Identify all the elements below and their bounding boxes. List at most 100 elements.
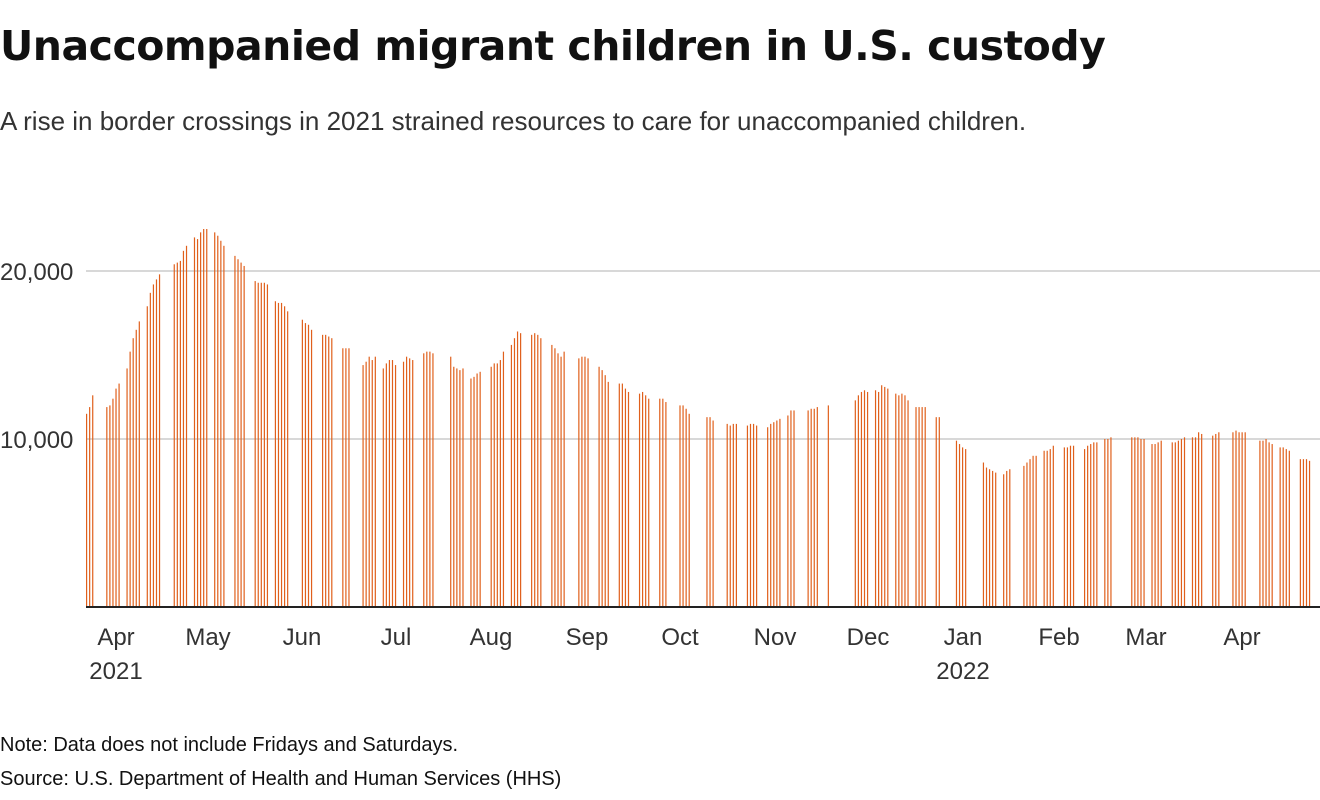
bar [904, 395, 906, 607]
bar [263, 282, 265, 607]
bar [531, 334, 533, 607]
bar [493, 363, 495, 607]
bar [863, 390, 866, 607]
bar [881, 385, 883, 607]
bar [1009, 469, 1011, 607]
bar [490, 366, 492, 607]
bar [502, 351, 505, 607]
bar [901, 393, 903, 607]
bar [642, 391, 644, 607]
bar [185, 245, 188, 608]
bar [456, 368, 458, 607]
bar [712, 420, 714, 607]
bar [1171, 442, 1173, 607]
bar [155, 279, 158, 607]
bar [752, 423, 755, 607]
bar [1134, 437, 1136, 607]
bar [1104, 439, 1106, 607]
bar [520, 333, 522, 607]
bar [1026, 462, 1028, 607]
bar [260, 282, 262, 607]
bar [284, 306, 286, 607]
bar [146, 306, 148, 607]
bar [132, 338, 134, 607]
bar [1268, 442, 1270, 607]
bar [473, 376, 475, 607]
bar [257, 282, 259, 607]
bar [726, 423, 728, 607]
bar [1285, 449, 1287, 607]
bar [206, 229, 208, 607]
bar [243, 265, 245, 607]
bar [988, 469, 991, 607]
bar [895, 393, 897, 607]
bar [1212, 435, 1214, 607]
bar [274, 301, 277, 607]
bar [220, 240, 222, 607]
bar [706, 417, 708, 607]
bar [374, 356, 376, 607]
bar [1177, 440, 1179, 607]
bar [662, 398, 664, 607]
bar [1140, 439, 1142, 607]
bar [345, 348, 347, 607]
bar [1035, 455, 1037, 607]
bar [479, 371, 481, 607]
bar [1215, 433, 1217, 607]
bar [129, 351, 131, 607]
bar [1262, 440, 1264, 607]
bar [1244, 432, 1246, 607]
bar [1131, 437, 1133, 607]
bar [560, 356, 562, 607]
bar [217, 235, 219, 607]
bar [432, 353, 434, 607]
bar [450, 356, 452, 607]
bar [787, 415, 789, 607]
bar [1305, 459, 1308, 607]
bar [307, 324, 310, 607]
bar [898, 395, 900, 607]
bar [368, 356, 370, 607]
bar [1198, 432, 1200, 607]
bar [1191, 437, 1194, 607]
bar [516, 331, 519, 607]
bar [866, 391, 869, 607]
bar [385, 363, 387, 607]
bar [453, 366, 455, 607]
bar [1160, 440, 1162, 607]
bar [277, 302, 280, 607]
bar [1154, 444, 1156, 607]
bar [746, 425, 749, 607]
bar-chart: 10,000 20,000 Apr 2021 May Jun Jul Aug Sep Oct Nov… [0, 229, 1320, 685]
bar [426, 351, 428, 607]
chart-title: Unaccompanied migrant children in U.S. c… [0, 22, 1106, 70]
bar [884, 386, 886, 607]
bar [965, 449, 967, 607]
bar [645, 395, 647, 607]
bar [1093, 442, 1095, 607]
bar [679, 405, 681, 607]
bar [429, 351, 431, 607]
bar [773, 422, 775, 607]
bar [1023, 465, 1025, 607]
bar [1063, 447, 1065, 607]
bar [149, 292, 151, 607]
bar [534, 333, 536, 607]
x-tick-label: Aug [470, 624, 513, 651]
chart-subtitle: A rise in border crossings in 2021 strai… [0, 106, 1027, 136]
bar [601, 370, 603, 607]
bar [1052, 445, 1054, 607]
bar [915, 407, 917, 607]
bar [1282, 447, 1284, 607]
bar [581, 356, 583, 607]
bar [584, 356, 586, 607]
bar [391, 360, 394, 607]
bar [665, 402, 667, 607]
bar [135, 329, 137, 607]
bar [200, 232, 202, 608]
y-tick-label: 20,000 [0, 259, 73, 286]
bar [598, 366, 600, 607]
bar [1072, 445, 1075, 607]
bar [173, 264, 175, 607]
y-tick-label: 10,000 [0, 427, 73, 454]
